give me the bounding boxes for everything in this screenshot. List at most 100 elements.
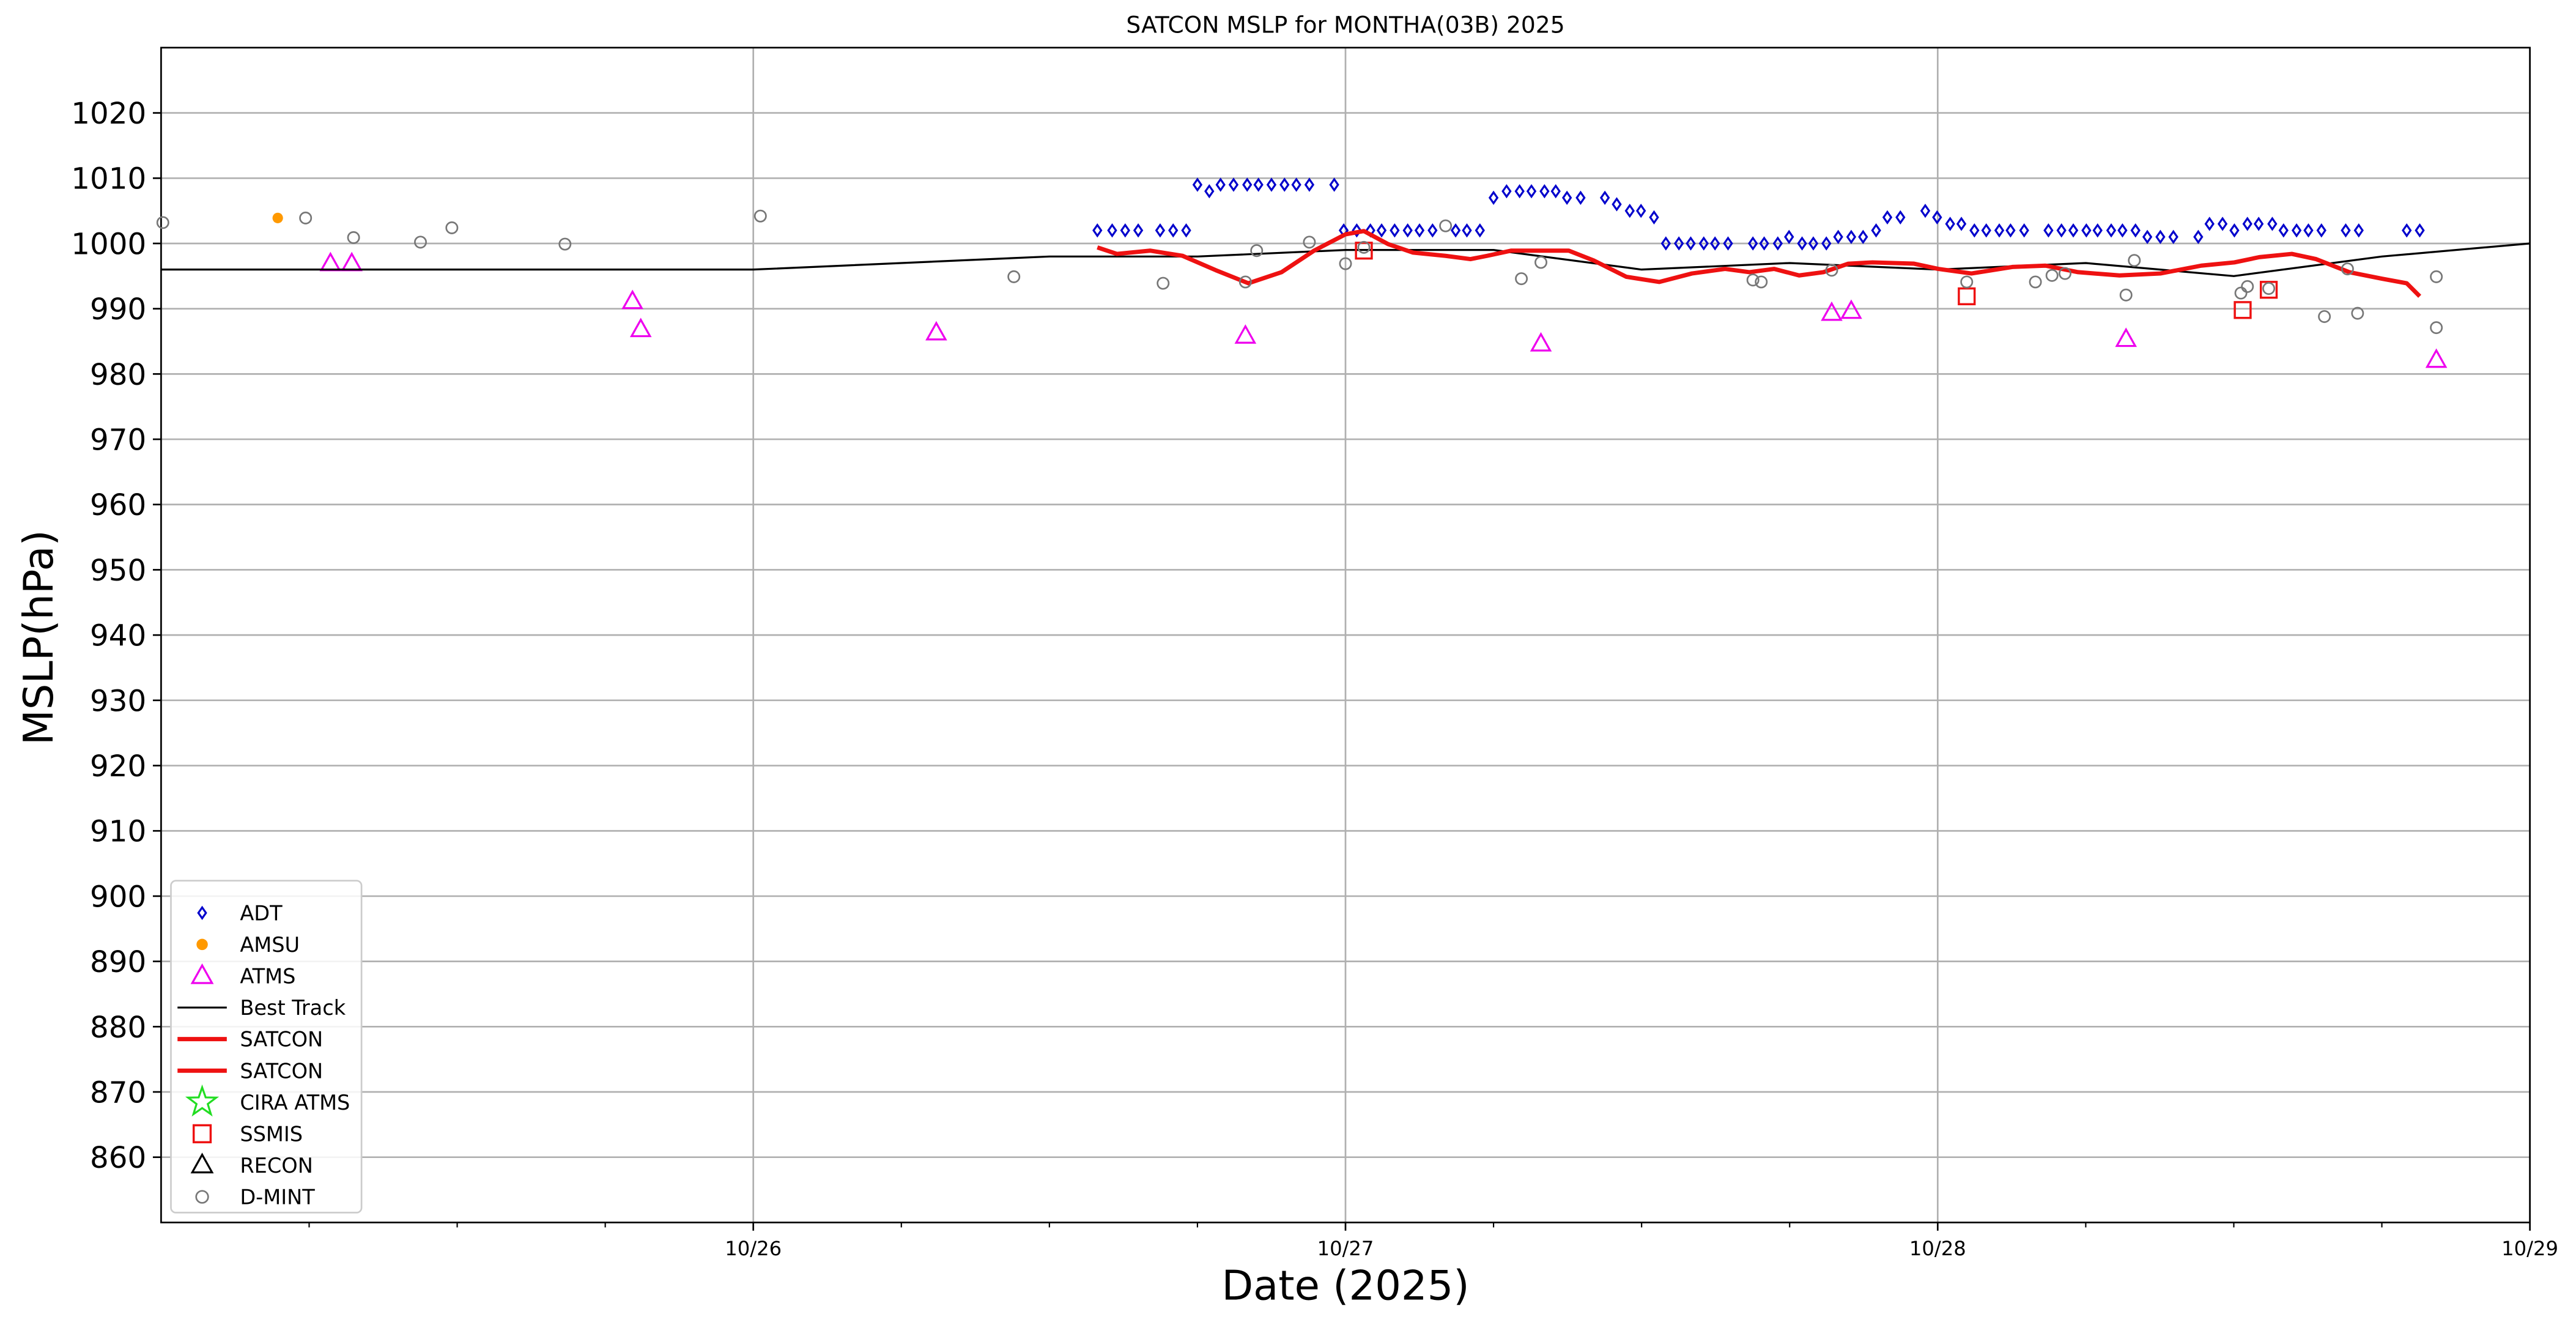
adt-point [1204,184,1215,199]
adt-point [1376,223,1387,238]
adt-point [2106,223,2117,238]
dmint-point [1157,277,1170,290]
adt-point [1550,184,1561,199]
y-tick-label: 920 [90,749,146,784]
adt-point [1994,223,2005,238]
adt-point [1427,223,1438,238]
adt-point [1710,236,1720,251]
triangle-point [1821,301,1843,321]
adt-point [2303,223,2314,238]
adt-point [2415,223,2425,238]
legend-label: ATMS [240,965,295,989]
adt-point [1329,177,1339,192]
dmint-point [156,216,169,229]
dmint-point [299,211,313,225]
adt-point [1402,223,1413,238]
adt-point [1858,229,1868,244]
legend-marker [197,905,207,921]
y-tick-label: 990 [90,292,146,327]
adt-point [1488,190,1499,205]
adt-point [1561,190,1572,205]
y-tick-label: 880 [90,1011,146,1045]
y-tick-label: 1000 [71,227,146,261]
legend-marker [196,938,208,951]
adt-point [1797,236,1807,251]
legend: ADT AMSU ATMS Best Track SATCON SATCON CIRA AT… [170,880,363,1214]
square-point [2234,301,2252,319]
adt-point [1882,210,1893,225]
y-axis-label: MSLP(hPa) [15,530,62,745]
dmint-point [414,236,427,249]
adt-point [1539,184,1550,199]
triangle-point [1840,299,1862,319]
dmint-point [1534,256,1548,269]
adt-point [2242,217,2252,231]
y-tick-label: 890 [90,945,146,979]
adt-point [1612,197,1622,212]
adt-point [1833,229,1843,244]
adt-point [2155,229,2166,244]
adt-point [2217,217,2228,231]
dmint-point [1339,257,1352,270]
adt-point [1821,236,1832,251]
dmint-point [2029,275,2042,289]
legend-label: SSMIS [240,1122,303,1146]
triangle-point [2115,327,2137,347]
y-tick-label: 870 [90,1075,146,1110]
adt-point [1698,236,1709,251]
triangle-point [629,317,652,338]
y-tick-label: 980 [90,358,146,392]
legend-label: D-MINT [240,1186,315,1209]
legend-marker [190,1152,214,1174]
adt-point [1981,223,1991,238]
adt-point [1390,223,1400,238]
adt-point [1686,236,1696,251]
dmint-point [1250,244,1264,258]
dmint-point [1303,236,1316,249]
adt-point [1649,210,1659,225]
adt-point [1932,210,1942,225]
adt-point [2402,223,2412,238]
adt-point [1895,210,1906,225]
x-tick-label: 10/26 [725,1237,782,1260]
legend-label: CIRA ATMS [240,1091,350,1115]
adt-point [1599,190,1610,205]
dmint-point [2318,310,2331,323]
legend-marker [192,1124,212,1143]
dmint-point [2262,282,2276,295]
adt-point [1168,223,1179,238]
adt-point [2056,223,2067,238]
adt-point [1808,236,1819,251]
adt-point [1871,223,1881,238]
adt-point [1846,229,1857,244]
adt-point [1228,177,1239,192]
adt-point [1266,177,1277,192]
adt-point [1352,223,1362,238]
square-point [1958,287,1976,306]
adt-point [2267,217,2278,231]
dmint-point [1825,264,1838,277]
legend-label: SATCON [240,1028,323,1052]
dmint-point [445,221,459,234]
adt-point [1279,177,1290,192]
adt-point [1784,229,1794,244]
adt-point [2278,223,2289,238]
y-tick-label: 950 [90,554,146,588]
adt-point [1181,223,1191,238]
dmint-point [2351,306,2364,320]
adt-point [1748,236,1758,251]
dmint-point [2241,280,2254,293]
adt-point [1475,223,1485,238]
adt-point [2081,223,2092,238]
triangle-point [1234,324,1257,344]
adt-point [1660,236,1671,251]
legend-label: RECON [240,1154,313,1178]
dmint-point [1439,219,1453,232]
adt-point [2291,223,2302,238]
dmint-point [558,237,572,251]
adt-point [1920,203,1931,218]
x-axis-label: Date (2025) [1221,1262,1469,1310]
adt-point [1772,236,1783,251]
adt-point [1462,223,1472,238]
